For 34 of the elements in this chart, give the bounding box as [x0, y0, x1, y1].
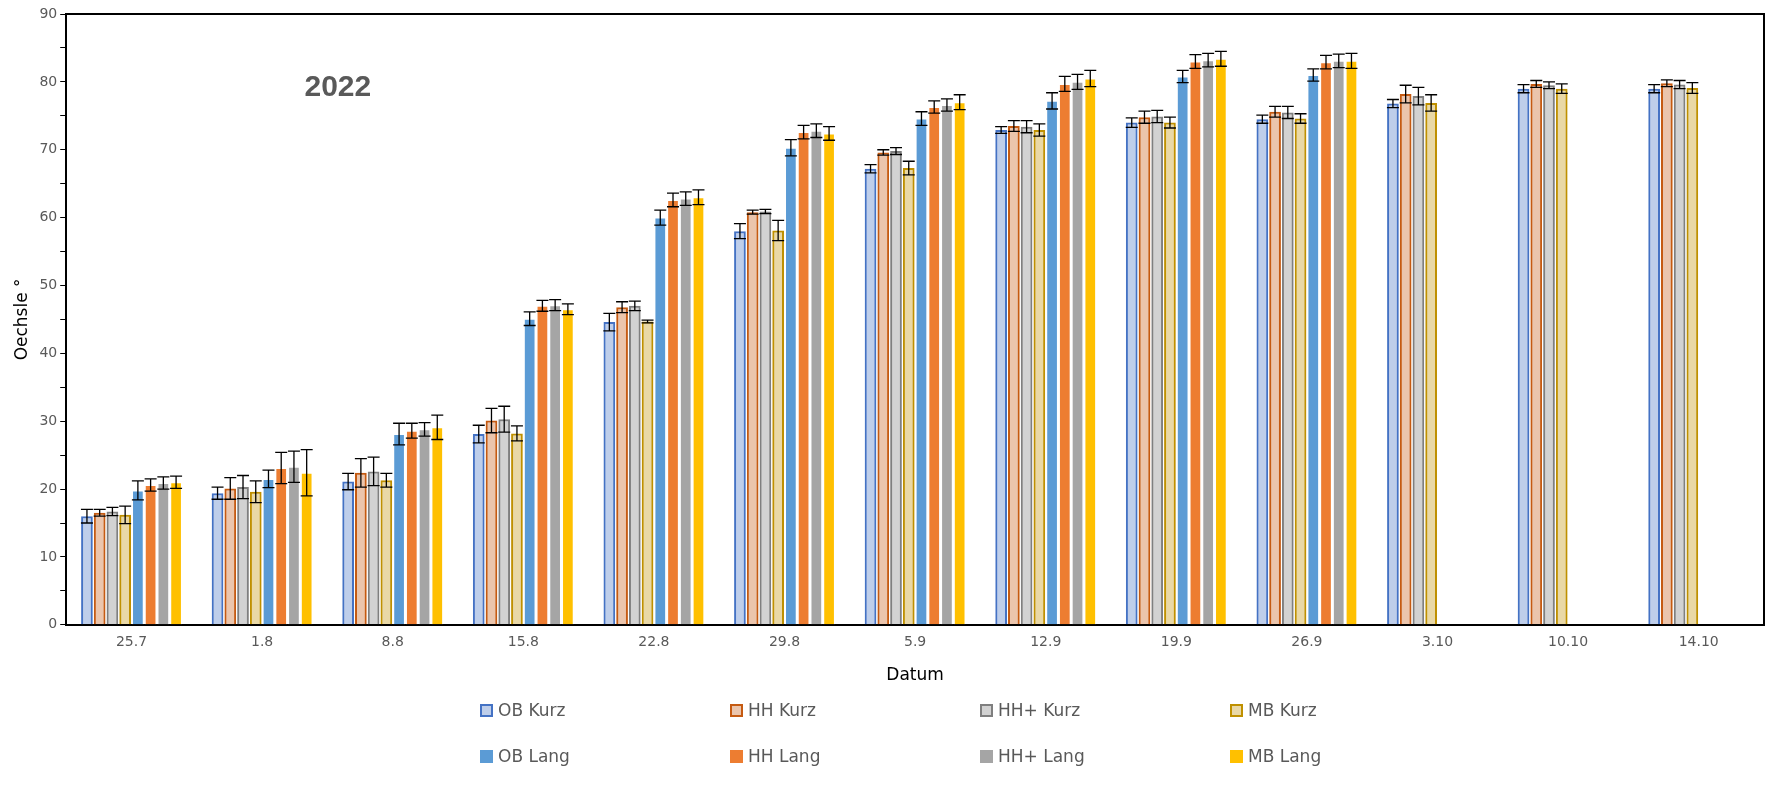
- legend-label: MB Lang: [1248, 746, 1322, 766]
- y-tick-label: 20: [39, 479, 58, 496]
- legend-label: HH+ Kurz: [998, 700, 1081, 720]
- x-tick-label: 26.9: [1291, 632, 1323, 649]
- legend-label: OB Lang: [498, 746, 570, 766]
- legend-label: HH Lang: [748, 746, 821, 766]
- y-tick-label: 70: [39, 140, 58, 157]
- x-tick-label: 12.9: [1030, 632, 1062, 649]
- x-tick-label: 8.8: [381, 632, 404, 649]
- x-tick-label: 5.9: [903, 632, 927, 649]
- y-tick-label: 40: [39, 343, 58, 360]
- x-tick-label: 29.8: [768, 632, 801, 649]
- y-tick-label: 10: [39, 547, 58, 564]
- annotation: 2022: [304, 69, 372, 102]
- y-tick-label: 90: [39, 4, 58, 21]
- y-axis-title: Oechsle °: [10, 278, 31, 361]
- x-axis-title: Datum: [886, 664, 944, 685]
- x-tick-label: 3.10: [1421, 632, 1454, 649]
- y-tick-label: 0: [48, 615, 58, 632]
- x-tick-label: 25.7: [115, 632, 148, 649]
- x-tick-label: 10.10: [1548, 632, 1589, 649]
- y-tick-label: 60: [39, 208, 58, 225]
- x-tick-label: 15.8: [507, 632, 539, 649]
- legend-label: HH Kurz: [748, 700, 816, 720]
- legend-label: OB Kurz: [498, 700, 566, 720]
- x-tick-label: 22.8: [638, 632, 670, 649]
- legend-label: HH+ Lang: [998, 746, 1085, 766]
- legend-label: MB Kurz: [1248, 700, 1317, 720]
- y-tick-label: 30: [39, 411, 58, 428]
- x-tick-label: 1.8: [250, 632, 274, 649]
- y-tick-label: 50: [39, 276, 58, 293]
- y-tick-label: 80: [39, 72, 58, 89]
- x-tick-label: 19.9: [1160, 632, 1192, 649]
- x-tick-label: 14.10: [1678, 632, 1719, 649]
